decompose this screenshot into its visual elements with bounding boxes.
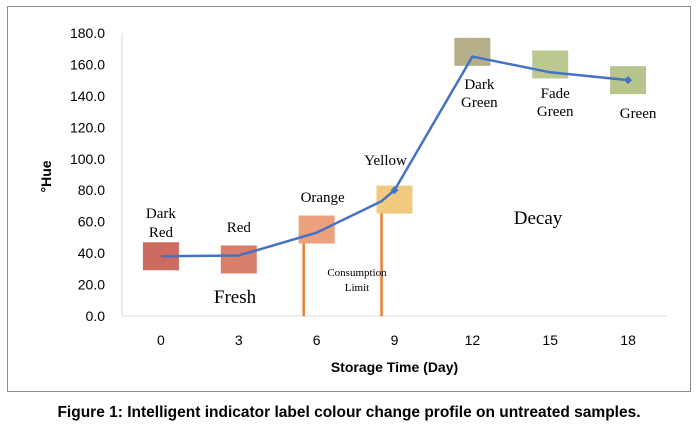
x-axis-title: Storage Time (Day) (331, 359, 458, 375)
colour-swatch (454, 37, 491, 66)
consumption-limit-annotation: Consumption (327, 267, 387, 279)
y-tick-label: 160.0 (70, 56, 105, 72)
y-tick-label: 20.0 (78, 277, 105, 293)
x-tick-label: 3 (235, 332, 243, 348)
colour-label: Red (227, 220, 252, 236)
colour-label: Orange (301, 190, 345, 206)
y-tick-label: 100.0 (70, 151, 105, 167)
y-tick-label: 140.0 (70, 88, 105, 104)
fresh-annotation: Fresh (214, 287, 257, 308)
y-tick-label: 80.0 (78, 182, 105, 198)
x-tick-label: 0 (157, 332, 165, 348)
data-point-marker (390, 186, 399, 195)
x-tick-label: 12 (465, 332, 481, 348)
colour-label: Green (537, 104, 574, 120)
colour-label: Dark (464, 77, 494, 93)
x-tick-label: 9 (391, 332, 399, 348)
y-tick-label: 120.0 (70, 119, 105, 135)
y-tick-label: 180.0 (70, 25, 105, 41)
data-point-marker (624, 76, 633, 85)
colour-label: Yellow (364, 153, 407, 169)
colour-label: Dark (146, 206, 176, 222)
hue-series-line (160, 55, 629, 258)
y-tick-label: 60.0 (78, 214, 105, 230)
colour-label: Green (461, 95, 498, 111)
x-tick-label: 15 (542, 332, 558, 348)
y-tick-label: 0.0 (86, 308, 106, 324)
x-tick-label: 6 (313, 332, 321, 348)
colour-swatch (220, 245, 257, 274)
y-axis-title: °Hue (38, 160, 54, 192)
chart-frame (7, 6, 691, 392)
colour-label: Red (149, 225, 174, 241)
decay-annotation: Decay (514, 208, 563, 229)
colour-label: Green (620, 106, 657, 122)
chart: 0.0 20.0 40.0 60.0 80.0 100.0 120.0 140.0 160.0 1… (38, 25, 667, 375)
colour-swatch (298, 215, 335, 244)
x-tick-label: 18 (620, 332, 636, 348)
consumption-limit-annotation: Limit (345, 282, 369, 294)
colour-label: Fade (541, 86, 571, 102)
y-tick-label: 40.0 (78, 245, 105, 261)
figure-caption: Figure 1: Intelligent indicator label co… (57, 404, 641, 421)
